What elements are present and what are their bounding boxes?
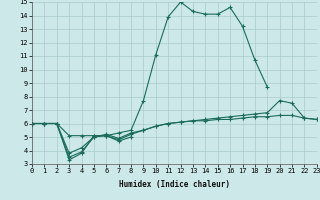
X-axis label: Humidex (Indice chaleur): Humidex (Indice chaleur) xyxy=(119,180,230,189)
